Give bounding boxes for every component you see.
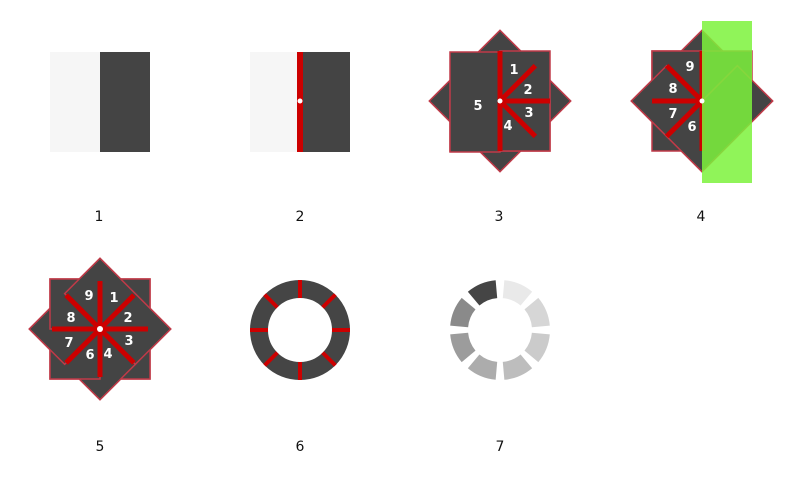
center-dot [97,326,103,332]
spinner-segment [524,332,550,363]
step-2: 2 [250,52,350,225]
red-segment-line [498,63,538,103]
segment-number: 1 [109,291,118,306]
spinner-segment [467,280,498,306]
step-caption: 5 [96,439,105,455]
spinner-segment [450,332,476,363]
step-4: 9 8 7 6 4 [630,21,774,225]
red-ring-mark [321,293,337,309]
red-segment-line [664,63,704,103]
red-segment-lines [52,281,148,377]
dark-half [100,52,150,152]
light-half [250,52,300,152]
segment-number: 8 [668,82,677,97]
segment-number: 4 [103,347,112,362]
red-segment-lines [497,51,550,151]
segment-number: 7 [668,107,677,122]
light-half [50,52,100,152]
red-segment-line [98,293,136,331]
step-caption: 4 [697,209,706,225]
center-dot [297,98,303,104]
spinner-segment [450,297,476,328]
red-ring-mark [263,351,279,367]
step-caption: 3 [495,209,504,225]
loading-spinner [450,280,550,380]
red-ring-mark [321,351,337,367]
spinner-segment [502,354,533,380]
segment-number: 5 [473,99,482,114]
spinner-segment [467,354,498,380]
segment-number: 9 [84,289,93,304]
segment-number: 1 [509,63,518,78]
segment-number: 4 [503,119,512,134]
red-ring-mark [263,293,279,309]
spinner-segment [524,297,550,328]
segment-number: 6 [687,120,696,135]
center-dot [497,98,503,104]
segment-number: 3 [124,334,133,349]
segment-number: 8 [66,311,75,326]
segment-number: 2 [523,83,532,98]
segment-number: 7 [64,336,73,351]
segment-number: 6 [85,348,94,363]
dark-half [300,52,350,152]
red-segment-line [64,327,102,365]
base-square [449,51,501,153]
segment-number: 3 [524,106,533,121]
step-7: 7 [450,280,550,455]
step-caption: 7 [496,439,505,455]
red-segment-line [64,293,102,331]
step-1: 1 [50,52,150,225]
step-6: 6 [250,280,350,455]
red-segment-line [498,99,538,139]
red-segment-line [98,327,136,365]
step-5: 1 2 3 4 6 7 8 9 5 [28,257,172,455]
center-dot [699,98,705,104]
green-mask-overlay [702,21,752,183]
red-segment-line [664,99,704,139]
segment-number: 2 [123,311,132,326]
step-caption: 1 [95,209,104,225]
step-caption: 6 [296,439,305,455]
red-ring-marks [250,280,350,380]
spinner-segment [502,280,533,306]
segment-number: 9 [685,60,694,75]
step-caption: 2 [296,209,305,225]
step-3: 1 2 3 4 5 3 [428,29,572,225]
